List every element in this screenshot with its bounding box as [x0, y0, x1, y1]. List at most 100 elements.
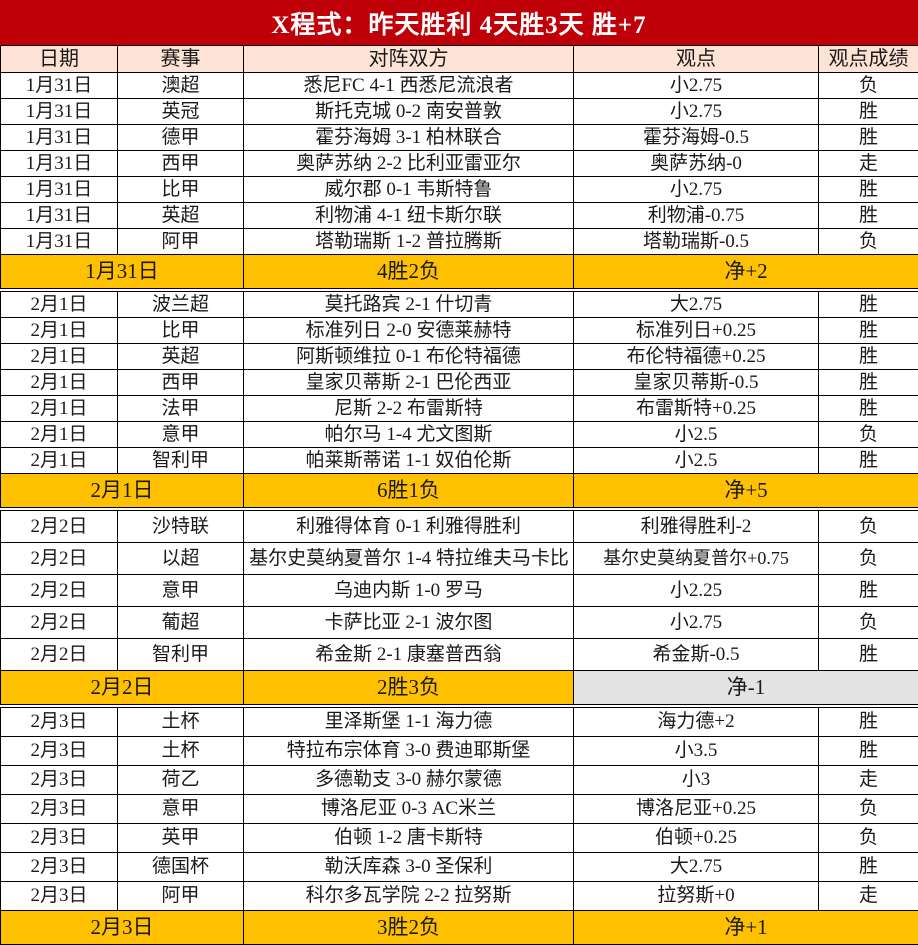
cell-date: 2月2日: [1, 543, 118, 575]
cell-league: 葡超: [118, 607, 244, 639]
cell-match: 悉尼FC 4-1 西悉尼流浪者: [244, 73, 574, 99]
cell-view: 皇家贝蒂斯-0.5: [574, 370, 819, 396]
cell-view: 大2.75: [574, 853, 819, 882]
cell-match: 希金斯 2-1 康塞普西翁: [244, 639, 574, 671]
status-badge-result: 胜: [819, 125, 918, 151]
cell-view: 小2.75: [574, 177, 819, 203]
cell-league: 意甲: [118, 795, 244, 824]
cell-match: 利物浦 4-1 纽卡斯尔联: [244, 203, 574, 229]
status-badge-result: 胜: [819, 396, 918, 422]
status-badge-result: 胜: [819, 853, 918, 882]
cell-league: 意甲: [118, 422, 244, 448]
cell-view: 小2.75: [574, 73, 819, 99]
status-badge-result: 胜: [819, 575, 918, 607]
cell-view: 利雅得胜利-2: [574, 511, 819, 543]
cell-match: 莫托路宾 2-1 什切青: [244, 292, 574, 318]
cell-date: 2月3日: [1, 737, 118, 766]
cell-match: 标准列日 2-0 安德莱赫特: [244, 318, 574, 344]
cell-league: 西甲: [118, 151, 244, 177]
cell-date: 2月2日: [1, 607, 118, 639]
cell-date: 2月3日: [1, 795, 118, 824]
cell-match: 卡萨比亚 2-1 波尔图: [244, 607, 574, 639]
cell-view: 拉努斯+0: [574, 882, 819, 911]
cell-date: 2月1日: [1, 318, 118, 344]
cell-date: 1月31日: [1, 73, 118, 99]
status-badge-result: 胜: [819, 99, 918, 125]
status-badge-result: 胜: [819, 318, 918, 344]
status-badge-result: 胜: [819, 177, 918, 203]
summary-net: 净+2: [574, 255, 918, 289]
cell-view: 小2.75: [574, 607, 819, 639]
cell-league: 澳超: [118, 73, 244, 99]
column-header-view: 观点: [574, 46, 819, 73]
cell-league: 荷乙: [118, 766, 244, 795]
cell-league: 意甲: [118, 575, 244, 607]
cell-match: 基尔史莫纳夏普尔 1-4 特拉维夫马卡比: [244, 543, 574, 575]
cell-view: 大2.75: [574, 292, 819, 318]
cell-view: 布伦特福德+0.25: [574, 344, 819, 370]
cell-view: 标准列日+0.25: [574, 318, 819, 344]
cell-view: 小2.25: [574, 575, 819, 607]
status-badge-result: 负: [819, 422, 918, 448]
cell-match: 尼斯 2-2 布雷斯特: [244, 396, 574, 422]
cell-league: 智利甲: [118, 639, 244, 671]
cell-view: 小3: [574, 766, 819, 795]
cell-view: 基尔史莫纳夏普尔+0.75: [574, 543, 819, 575]
status-badge-result: 负: [819, 73, 918, 99]
cell-date: 2月3日: [1, 708, 118, 737]
table-header-row: 日期赛事对阵双方观点观点成绩: [1, 46, 918, 73]
cell-match: 里泽斯堡 1-1 海力德: [244, 708, 574, 737]
status-badge-result: 负: [819, 795, 918, 824]
status-badge-result: 胜: [819, 344, 918, 370]
cell-view: 霍芬海姆-0.5: [574, 125, 819, 151]
cell-date: 2月3日: [1, 766, 118, 795]
cell-match: 威尔郡 0-1 韦斯特鲁: [244, 177, 574, 203]
status-badge-result: 走: [819, 151, 918, 177]
cell-view: 伯顿+0.25: [574, 824, 819, 853]
cell-match: 多德勒支 3-0 赫尔蒙德: [244, 766, 574, 795]
cell-date: 2月1日: [1, 396, 118, 422]
cell-league: 智利甲: [118, 448, 244, 474]
cell-league: 西甲: [118, 370, 244, 396]
column-header-date: 日期: [1, 46, 118, 73]
status-badge-result: 负: [819, 229, 918, 255]
status-badge-result: 胜: [819, 292, 918, 318]
cell-match: 阿斯顿维拉 0-1 布伦特福德: [244, 344, 574, 370]
cell-league: 沙特联: [118, 511, 244, 543]
cell-league: 英冠: [118, 99, 244, 125]
cell-view: 博洛尼亚+0.25: [574, 795, 819, 824]
status-badge-result: 胜: [819, 203, 918, 229]
cell-league: 比甲: [118, 177, 244, 203]
summary-record: 4胜2负: [244, 255, 574, 289]
cell-view: 塔勒瑞斯-0.5: [574, 229, 819, 255]
cell-date: 2月1日: [1, 292, 118, 318]
cell-date: 2月2日: [1, 511, 118, 543]
cell-date: 2月3日: [1, 824, 118, 853]
column-header-match: 对阵双方: [244, 46, 574, 73]
status-badge-result: 负: [819, 607, 918, 639]
cell-league: 土杯: [118, 708, 244, 737]
status-badge-result: 胜: [819, 370, 918, 396]
summary-date: 1月31日: [1, 255, 244, 289]
cell-league: 英甲: [118, 824, 244, 853]
cell-match: 斯托克城 0-2 南安普敦: [244, 99, 574, 125]
